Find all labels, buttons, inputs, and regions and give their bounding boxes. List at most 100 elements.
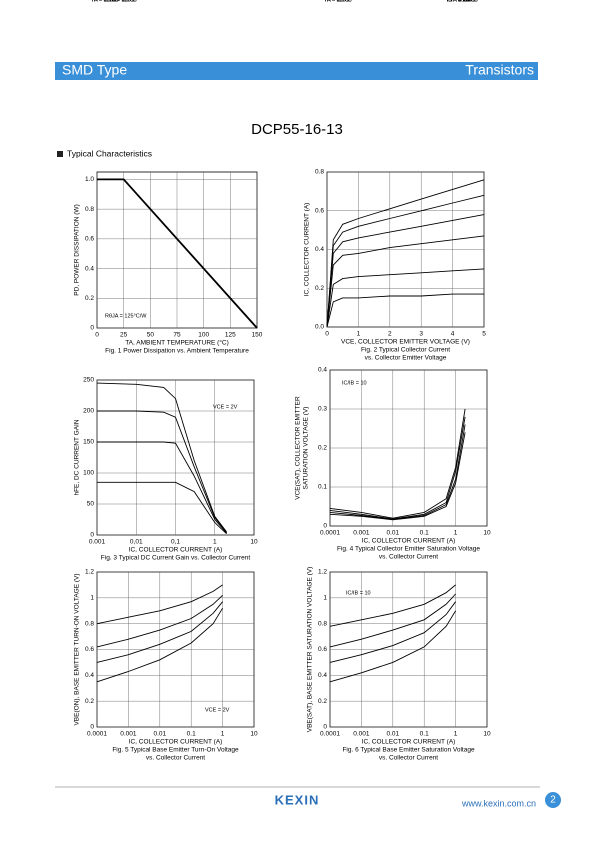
data-line <box>329 408 466 519</box>
x-tick-label: 75 <box>173 332 181 339</box>
series-label: TA = -55°C <box>109 0 136 3</box>
x-axis-label: VCE, COLLECTOR EMITTER VOLTAGE (V) <box>341 339 470 346</box>
series-label: IB = 6mA <box>447 0 470 3</box>
y-tick-label: 1 <box>323 595 327 602</box>
figure-caption: Fig. 3 Typical DC Current Gain vs. Colle… <box>101 555 251 562</box>
x-tick-label: 0 <box>325 331 329 338</box>
header-left: SMD Type <box>62 62 127 78</box>
header-right: Transistors <box>465 62 534 78</box>
y-axis-label: PD, POWER DISSIPATION (W) <box>74 204 81 295</box>
annotation: IC/IB = 10 <box>346 590 371 596</box>
y-tick-label: 0.2 <box>85 698 94 705</box>
data-line <box>326 194 485 328</box>
x-tick-label: 150 <box>252 332 263 339</box>
y-axis-label: SATURATION VOLTAGE (V) <box>303 407 310 490</box>
data-line <box>329 416 466 520</box>
y-tick-label: 50 <box>87 501 95 508</box>
data-line <box>97 481 227 535</box>
x-tick-label: 0.0001 <box>320 530 340 537</box>
annotation: VCE = 2V <box>213 404 238 410</box>
x-tick-label: 1 <box>454 731 458 738</box>
y-tick-label: 0 <box>90 532 94 539</box>
data-line <box>329 424 466 520</box>
y-tick-label: 0.8 <box>85 206 94 213</box>
y-tick-label: 0 <box>90 724 94 731</box>
y-axis-label: hFE, DC CURRENT GAIN <box>74 419 81 495</box>
figure-caption: vs. Collector Current <box>379 755 438 762</box>
annotation: IC/IB = 10 <box>342 380 367 386</box>
x-tick-label: 5 <box>482 331 486 338</box>
series-label: TA = 25°C <box>450 0 475 3</box>
figure-caption: vs. Collector Current <box>146 755 205 762</box>
x-tick-label: 1 <box>221 731 225 738</box>
x-axis-label: IC, COLLECTOR CURRENT (A) <box>129 739 223 746</box>
y-tick-label: 0.2 <box>318 445 327 452</box>
annotation: VCE = 2V <box>205 707 230 713</box>
figure-caption: Fig. 6 Typical Base Emitter Saturation V… <box>342 747 475 754</box>
data-line <box>96 601 223 663</box>
x-tick-label: 100 <box>198 332 209 339</box>
x-tick-label: 0.01 <box>153 731 166 738</box>
annotation: RθJA = 125°C/W <box>105 313 147 319</box>
x-tick-label: 50 <box>147 332 155 339</box>
series-label: TA = 150°C <box>109 0 137 3</box>
y-tick-label: 0.2 <box>85 295 94 302</box>
y-tick-label: 0.6 <box>85 236 94 243</box>
section-title: Typical Characteristics <box>67 148 152 158</box>
doc-title: DCP55-16-13 <box>251 121 343 138</box>
x-tick-label: 0,01 <box>130 539 143 546</box>
x-tick-label: 4 <box>451 331 455 338</box>
y-tick-label: 1 <box>90 595 94 602</box>
y-tick-label: 0.6 <box>318 646 327 653</box>
x-axis-label: IC, COLLECTOR CURRENT (A) <box>129 547 223 554</box>
x-tick-label: 0,1 <box>171 539 180 546</box>
data-line <box>326 214 485 328</box>
series-label: TA = 25°C <box>109 0 134 3</box>
y-tick-label: 0.8 <box>315 169 324 176</box>
data-line <box>326 179 485 328</box>
y-tick-label: 0 <box>90 325 94 332</box>
x-axis-label: TA, AMBIENT TEMPERATURE (°C) <box>125 339 229 347</box>
y-tick-label: 0.3 <box>318 406 327 413</box>
x-tick-label: 0.001 <box>120 731 137 738</box>
y-tick-label: 0.0 <box>315 324 324 331</box>
x-tick-label: 10 <box>250 539 258 546</box>
y-tick-label: 250 <box>83 377 94 384</box>
y-tick-label: 100 <box>83 470 94 477</box>
x-tick-label: 0.0001 <box>87 731 107 738</box>
y-axis-label: IC, COLLECTOR CURRENT (A) <box>304 203 311 297</box>
y-tick-label: 0.4 <box>85 265 94 272</box>
figure-caption: Fig. 1 Power Dissipation vs. Ambient Tem… <box>105 348 249 355</box>
series-label: IB = 2mA <box>447 0 470 3</box>
series-label: TA = -55°C <box>324 0 351 3</box>
data-line <box>97 441 227 534</box>
figure-caption: vs. Collector Current <box>379 554 438 561</box>
series-label: TA = 85°C <box>109 0 134 3</box>
y-tick-label: 0.8 <box>318 620 327 627</box>
y-tick-label: 1.2 <box>85 569 94 576</box>
x-tick-label: 0.001 <box>353 731 370 738</box>
y-tick-label: 0.6 <box>85 646 94 653</box>
data-line <box>326 293 484 328</box>
data-line <box>96 607 223 683</box>
series-label: TA = 150°C <box>91 0 119 3</box>
x-tick-label: 25 <box>120 332 128 339</box>
x-tick-label: 2 <box>388 331 392 338</box>
y-tick-label: 1.0 <box>85 176 94 183</box>
x-tick-label: 1 <box>213 539 217 546</box>
x-tick-label: 0.1 <box>187 731 196 738</box>
data-line <box>97 178 258 329</box>
y-axis-label: VBE(SAT), BASE EMITTER SATURATION VOLTAG… <box>307 567 314 733</box>
series-label: TA = 25°C <box>91 0 116 3</box>
x-tick-label: 0.1 <box>420 731 429 738</box>
data-line <box>329 601 456 663</box>
page-number: 2 <box>550 795 556 806</box>
series-label: TA = 85°C <box>91 0 116 3</box>
header-bar <box>55 62 538 80</box>
x-tick-label: 0.0001 <box>320 731 340 738</box>
x-tick-label: 3 <box>419 331 423 338</box>
data-line <box>96 594 223 648</box>
y-tick-label: 200 <box>83 408 94 415</box>
